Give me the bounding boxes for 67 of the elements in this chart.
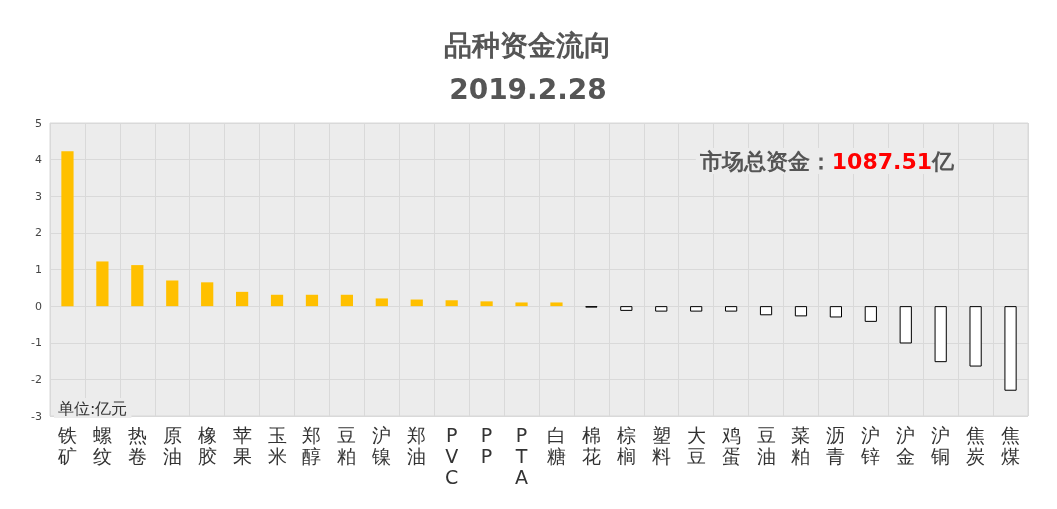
x-tick-label: 热卷 bbox=[127, 423, 147, 467]
x-tick-label: 沪镍 bbox=[371, 423, 392, 467]
x-tick-label: 沪金 bbox=[896, 423, 916, 467]
chart-subtitle: 2019.2.28 bbox=[449, 72, 607, 106]
x-tick-label: 大豆 bbox=[686, 423, 706, 467]
x-tick-label: 螺纹 bbox=[92, 423, 112, 467]
x-tick-label: 棉花 bbox=[581, 423, 601, 467]
x-tick-label: 沪锌 bbox=[860, 423, 881, 467]
bar bbox=[794, 306, 808, 317]
bar bbox=[655, 306, 668, 312]
x-tick-label: 白糖 bbox=[546, 423, 566, 467]
y-tick-label: 0 bbox=[35, 299, 42, 313]
bar bbox=[96, 261, 109, 307]
x-tick-label: 沥青 bbox=[826, 423, 846, 467]
bar bbox=[270, 294, 284, 307]
annotation: 单位:亿元 bbox=[58, 398, 128, 418]
bar bbox=[515, 302, 528, 307]
bar bbox=[829, 306, 843, 318]
bar bbox=[61, 151, 74, 307]
bar bbox=[375, 298, 388, 307]
x-tick-label: PP bbox=[480, 423, 493, 467]
bar bbox=[550, 302, 563, 307]
x-tick-label: 棕榈 bbox=[616, 423, 636, 467]
bar bbox=[724, 306, 738, 312]
x-tick-label: 焦炭 bbox=[966, 423, 986, 467]
chart-title: 品种资金流向 bbox=[444, 28, 612, 62]
bar bbox=[480, 301, 493, 307]
x-tick-label: 塑料 bbox=[651, 423, 671, 467]
x-tick-label: 铁矿 bbox=[56, 423, 77, 467]
y-tick-label: -3 bbox=[31, 409, 42, 423]
bar bbox=[340, 294, 354, 307]
bar bbox=[934, 306, 947, 363]
y-tick-label: 2 bbox=[35, 226, 42, 240]
bar bbox=[131, 265, 144, 307]
bar bbox=[620, 306, 633, 311]
x-tick-label: 玉米 bbox=[267, 423, 287, 467]
bar bbox=[305, 294, 319, 307]
y-tick-label: 1 bbox=[35, 263, 42, 276]
x-tick-label: 豆粕 bbox=[337, 423, 357, 467]
x-tick-label: 鸡蛋 bbox=[720, 423, 741, 467]
x-tick-label: 焦煤 bbox=[1001, 423, 1021, 467]
bar bbox=[969, 306, 982, 367]
x-tick-label: 橡胶 bbox=[197, 423, 217, 467]
x-tick-label: PTA bbox=[514, 423, 529, 488]
bar bbox=[166, 280, 179, 307]
x-tick-label: 郑醇 bbox=[302, 423, 322, 467]
bar bbox=[201, 282, 214, 307]
y-tick-label: 3 bbox=[35, 189, 42, 203]
bar bbox=[1004, 306, 1017, 391]
x-tick-label: 豆油 bbox=[756, 423, 776, 467]
bar bbox=[899, 306, 912, 344]
bar bbox=[864, 306, 877, 322]
x-tick-label: 苹果 bbox=[232, 423, 252, 467]
y-tick-label: 5 bbox=[35, 116, 42, 130]
bar bbox=[690, 306, 703, 312]
x-tick-label: PVC bbox=[445, 423, 459, 488]
annotation: 市场总资金：1087.51亿 bbox=[698, 148, 955, 174]
x-tick-label: 原油 bbox=[162, 423, 182, 467]
x-tick-label: 菜粕 bbox=[791, 423, 811, 467]
y-tick-label: 4 bbox=[35, 153, 42, 167]
y-tick-label: -1 bbox=[31, 336, 42, 350]
x-tick-label: 沪铜 bbox=[930, 423, 951, 467]
y-tick-label: -2 bbox=[31, 372, 42, 386]
x-tick-label: 郑油 bbox=[407, 423, 427, 467]
bar bbox=[759, 306, 773, 316]
bar bbox=[445, 300, 458, 307]
bar bbox=[235, 291, 249, 307]
